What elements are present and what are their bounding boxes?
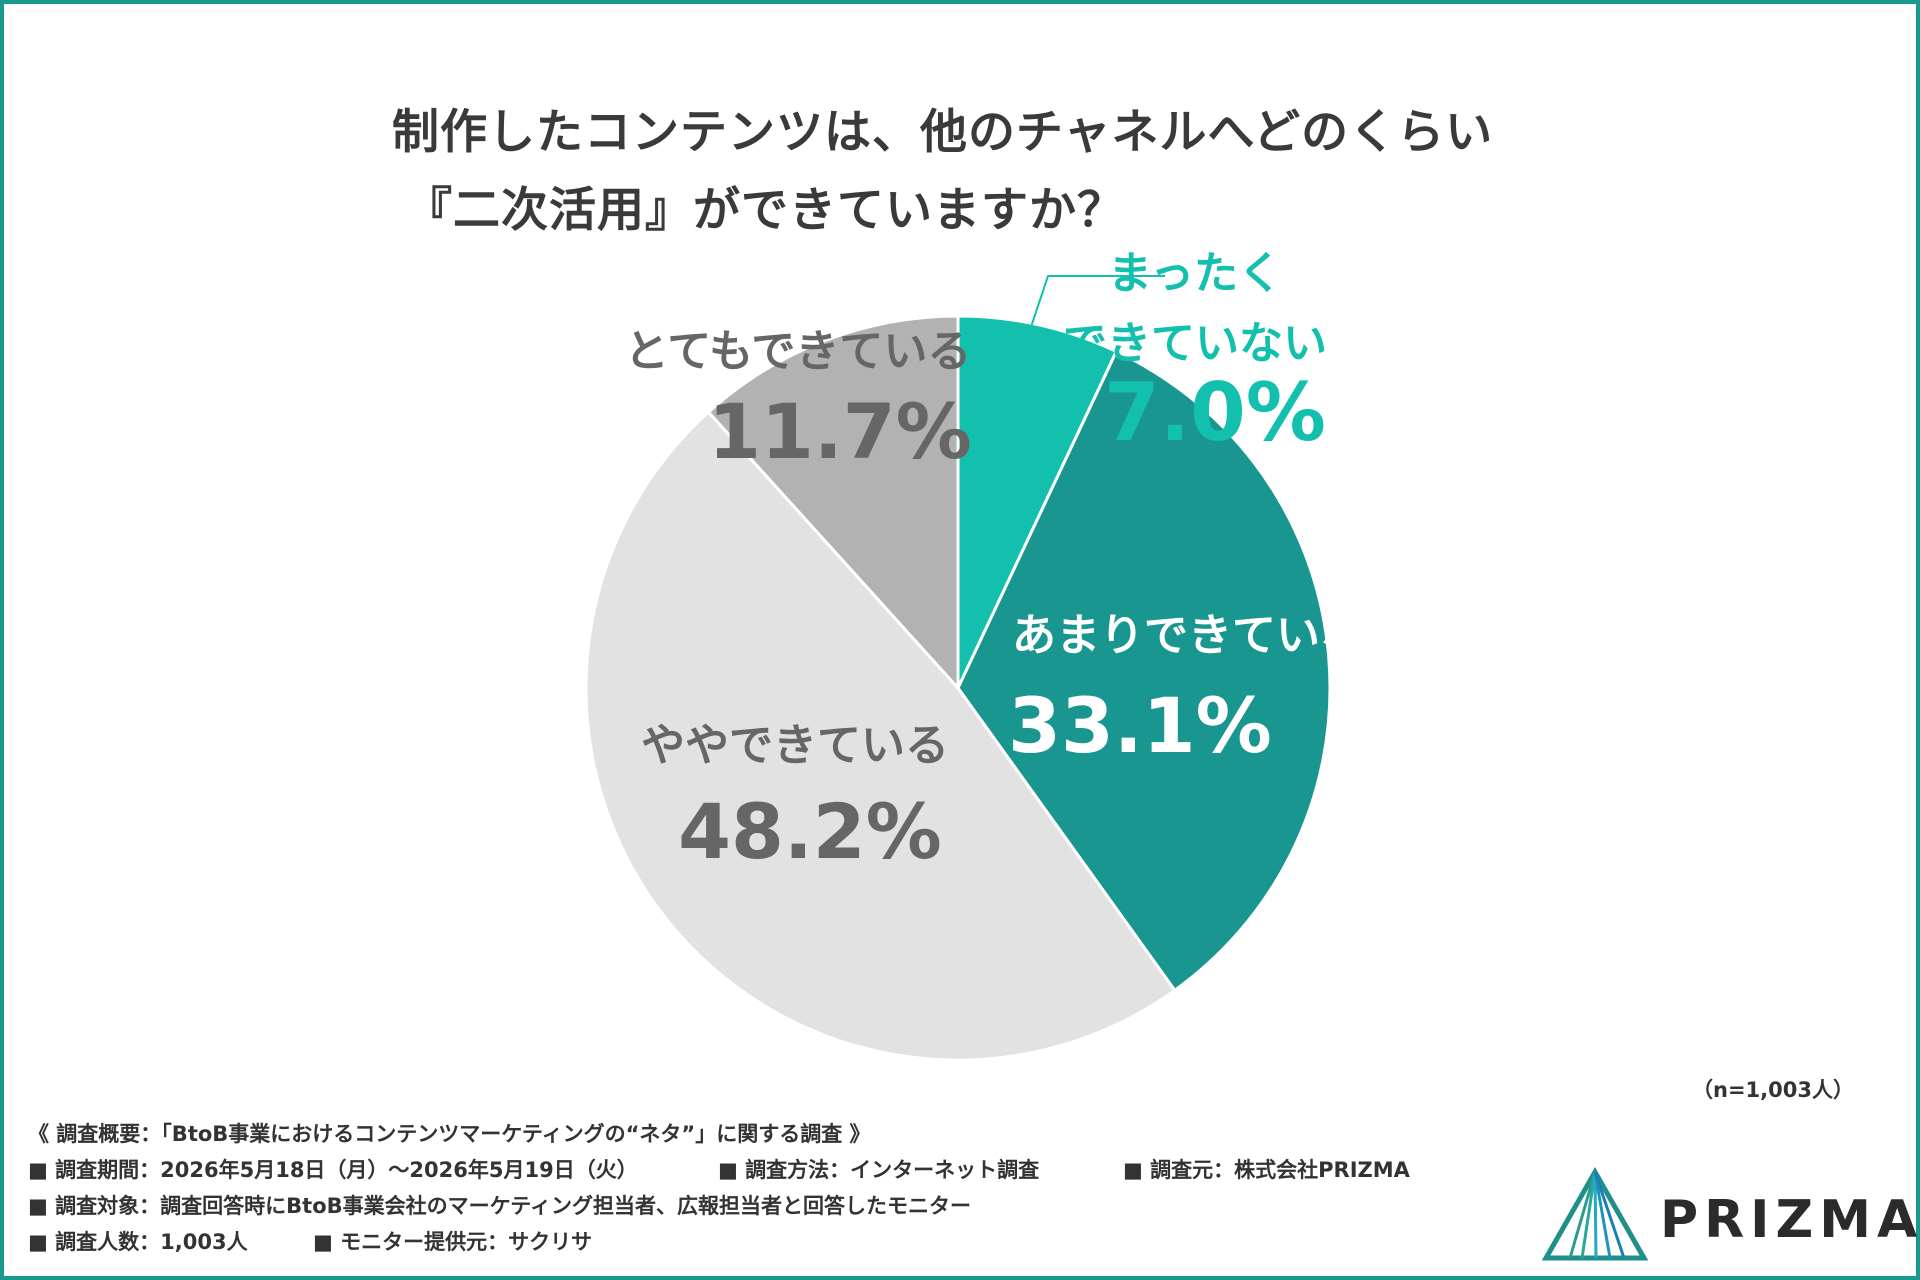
slice-label-0-line-1: できていない (1063, 318, 1327, 369)
slice-leader-line-0 (1029, 275, 1165, 331)
pie-slice-2 (584, 409, 1177, 1062)
pie-slice-1 (956, 349, 1332, 993)
pie-slice-0 (956, 314, 1119, 689)
slice-value-0: 7.0% (1104, 366, 1326, 459)
sample-size-note: （n=1,003人） (1692, 1078, 1854, 1102)
slice-label-1-line-0: あまりできていない (1012, 610, 1408, 661)
slice-value-2: 48.2% (678, 787, 942, 876)
survey-method: ■ 調査方法：インターネット調査 (718, 1158, 1040, 1182)
slice-value-1: 33.1% (1008, 681, 1272, 770)
chart-title-line-1: 制作したコンテンツは、他のチャネルへどのくらい (392, 105, 1494, 160)
survey-heading: 《 調査概要：「BtoB事業におけるコンテンツマーケティングの“ネタ”」に関する… (28, 1122, 871, 1146)
prizma-logo-icon (1541, 1166, 1649, 1261)
slice-label-3-line-0: とてもできている (625, 326, 972, 377)
pie-slice-3 (706, 314, 960, 692)
prizma-logo-text: PRIZMA (1660, 1190, 1920, 1250)
slice-label-0-line-0: まったく (1108, 248, 1282, 299)
survey-source: ■ 調査元：株式会社PRIZMA (1123, 1158, 1410, 1182)
slice-label-2-line-0: ややできている (641, 720, 949, 771)
survey-provider: ■ モニター提供元：サクリサ (313, 1230, 593, 1254)
slice-value-3: 11.7% (708, 387, 972, 476)
chart-title-line-2: 『二次活用』ができていますか？ (405, 183, 1125, 238)
survey-count: ■ 調査人数：1,003人 (28, 1230, 248, 1254)
survey-period: ■ 調査期間：2026年5月18日（月）〜2026年5月19日（火） (28, 1158, 638, 1182)
survey-target: ■ 調査対象：調査回答時にBtoB事業会社のマーケティング担当者、広報担当者と回… (28, 1194, 971, 1218)
